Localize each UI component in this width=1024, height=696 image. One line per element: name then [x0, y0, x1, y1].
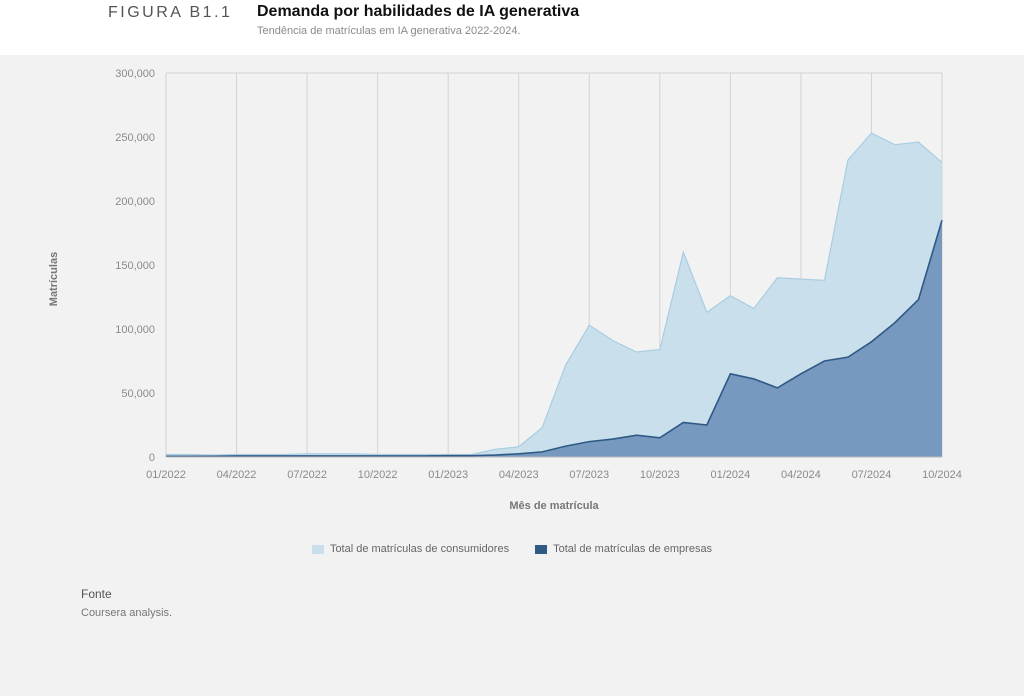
x-tick-label: 04/2023 — [499, 469, 539, 481]
y-tick-label: 300,000 — [115, 68, 155, 80]
x-axis-title: Mês de matrícula — [509, 500, 599, 512]
source-title: Fonte — [81, 587, 112, 601]
y-tick-label: 0 — [149, 452, 155, 464]
legend-label-consumers: Total de matrículas de consumidores — [329, 543, 510, 555]
legend-label-enterprises: Total de matrículas de empresas — [553, 543, 713, 555]
legend-item-consumers: Total de matrículas de consumidores — [311, 543, 510, 555]
x-tick-label: 01/2024 — [710, 469, 750, 481]
figure-header: FIGURA B1.1 Demanda por habilidades de I… — [0, 0, 1024, 55]
series-line-0 — [166, 132, 943, 456]
figure-title: Demanda por habilidades de IA generativa — [257, 3, 580, 20]
x-tick-label: 04/2024 — [781, 469, 821, 481]
series-line-1 — [166, 219, 943, 458]
x-tick-label: 10/2024 — [922, 469, 962, 481]
x-tick-label: 07/2024 — [852, 469, 892, 481]
legend-item-enterprises: Total de matrículas de empresas — [535, 543, 712, 555]
y-tick-label: 150,000 — [115, 260, 155, 272]
figure-label: FIGURA B1.1 — [108, 4, 233, 21]
series-area-1 — [166, 220, 942, 457]
area-chart: 0 50,000 100,000 150,000 200,000 250,000 300,0… — [48, 68, 962, 512]
y-axis-title: Matrículas — [48, 252, 60, 306]
x-tick-label: 07/2023 — [569, 469, 609, 481]
y-tick-label: 250,000 — [115, 132, 155, 144]
series-area-0 — [166, 133, 942, 457]
x-tick-label: 10/2023 — [640, 469, 680, 481]
y-tick-label: 100,000 — [115, 324, 155, 336]
source-text: Coursera analysis. — [81, 607, 173, 619]
x-tick-label: 01/2022 — [146, 469, 186, 481]
figure-subtitle: Tendência de matrículas em IA generativa… — [257, 25, 521, 37]
x-tick-label: 04/2022 — [217, 469, 257, 481]
legend-swatch-consumers — [311, 544, 324, 554]
x-tick-label: 10/2022 — [358, 469, 398, 481]
x-tick-label: 01/2023 — [428, 469, 468, 481]
x-tick-label: 07/2022 — [287, 469, 327, 481]
chart-legend: Total de matrículas de consumidores Tota… — [0, 543, 1024, 555]
y-tick-label: 50,000 — [121, 388, 155, 400]
legend-swatch-enterprises — [535, 544, 548, 554]
y-tick-label: 200,000 — [115, 196, 155, 208]
